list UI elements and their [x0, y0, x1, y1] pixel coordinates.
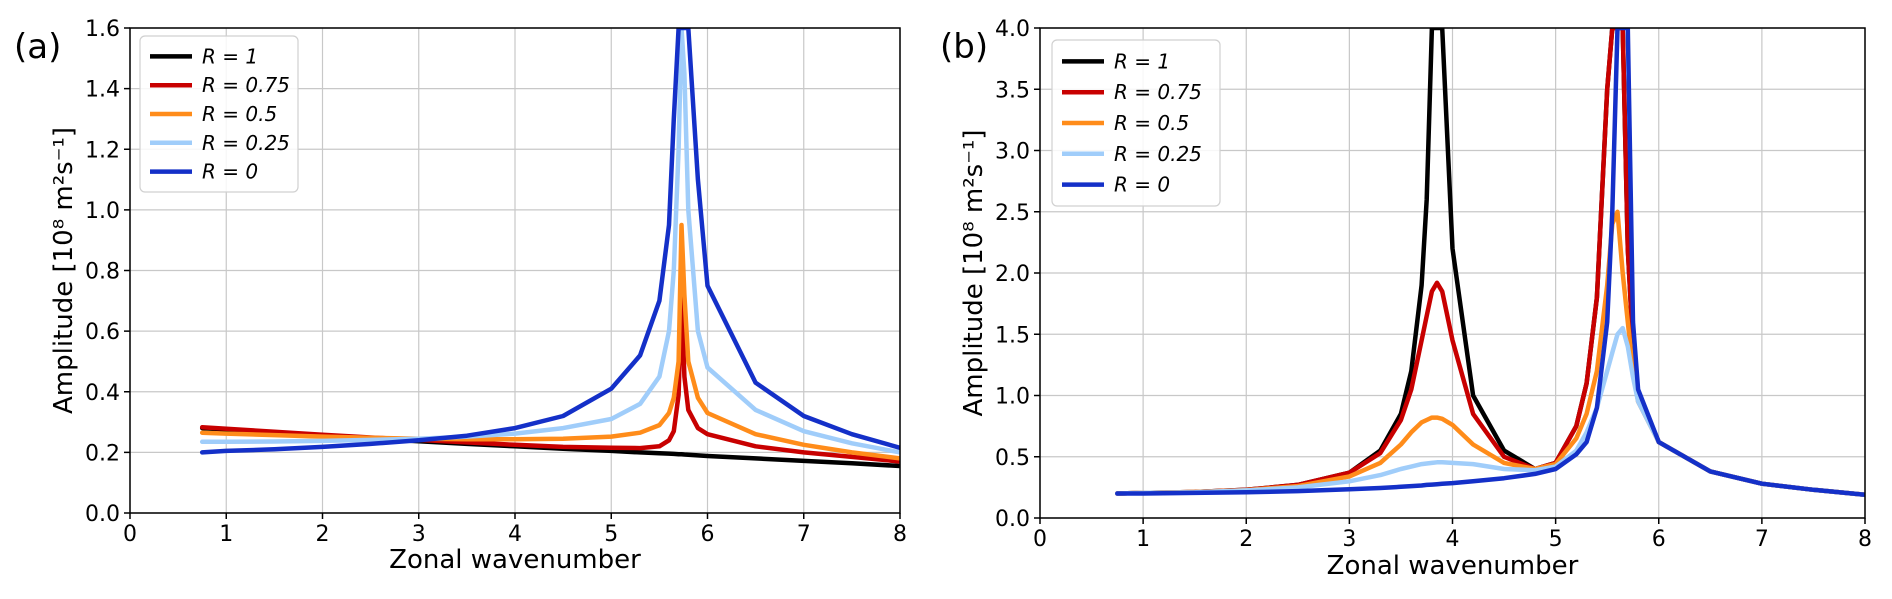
series-lines	[1115, 28, 1865, 497]
x-tick-label: 8	[1858, 527, 1872, 552]
legend-box	[139, 35, 299, 193]
y-tick-label: 0.8	[85, 260, 120, 285]
y-tick-label: 1.2	[85, 138, 120, 163]
series-line-4	[1115, 28, 1865, 497]
legend-entry: R = 0.75	[202, 73, 290, 97]
x-tick-label: 5	[1549, 527, 1563, 552]
y-tick-label: 0.4	[85, 381, 120, 406]
y-tick-label: 1.0	[85, 199, 120, 224]
y-tick-label: 3.5	[995, 78, 1030, 103]
legend-entry: R = 0.25	[1114, 142, 1202, 166]
y-tick-label: 1.0	[995, 385, 1030, 410]
legend: R = 1 R = 0.75 R = 0.5 R = 0.25 R = 0	[139, 35, 299, 193]
x-tick-label: 7	[797, 522, 811, 547]
x-tick-label: 0	[1033, 527, 1047, 552]
legend-box	[1051, 39, 1221, 207]
x-axis-label: Zonal wavenumber	[389, 545, 641, 575]
series-line-3	[1115, 325, 1865, 497]
y-tick-label: 0.0	[995, 507, 1030, 532]
panel-a: 0 1 2 3 4 5 6 7 8 0.0 0.2 0.4 0.6 0.8 1.0 1.2 1.4 1.6 Zona…	[14, 17, 907, 575]
x-axis-label: Zonal wavenumber	[1327, 551, 1579, 581]
y-tick-label: 0.0	[85, 502, 120, 527]
legend-entry: R = 0.5	[202, 102, 277, 126]
x-tick-label: 5	[604, 522, 618, 547]
legend-entry: R = 0.5	[1114, 111, 1189, 135]
panel-b: 0 1 2 3 4 5 6 7 8 0.0 0.5 1.0 1.5 2.0 2.5 3.0 3.5 4.0 Zona…	[940, 17, 1872, 581]
series-line-2	[199, 222, 900, 461]
y-tick-label: 1.4	[85, 78, 120, 103]
legend-entry: R = 0	[202, 160, 258, 184]
y-tick-label: 0.2	[85, 441, 120, 466]
y-tick-label: 3.0	[995, 140, 1030, 165]
x-tick-label: 6	[701, 522, 715, 547]
series-line-3	[199, 28, 900, 455]
legend-entry: R = 1	[202, 44, 258, 68]
x-tick-label: 8	[893, 522, 907, 547]
y-tick-label: 0.6	[85, 320, 120, 345]
series-line-4	[199, 28, 900, 455]
legend-entry: R = 1	[1114, 49, 1170, 73]
legend-entry: R = 0	[1114, 173, 1170, 197]
legend-entry: R = 0.75	[1114, 80, 1202, 104]
y-axis-label: Amplitude [10⁸ m²s⁻¹]	[49, 127, 79, 414]
x-tick-label: 1	[1136, 527, 1150, 552]
y-tick-label: 1.6	[85, 17, 120, 42]
y-tick-label: 4.0	[995, 17, 1030, 42]
x-tick-label: 6	[1652, 527, 1666, 552]
y-tick-label: 2.5	[995, 201, 1030, 226]
y-tick-label: 2.0	[995, 262, 1030, 287]
x-tick-label: 3	[1342, 527, 1356, 552]
panel-label: (a)	[14, 27, 61, 67]
x-tick-label: 3	[412, 522, 426, 547]
y-tick-label: 1.5	[995, 323, 1030, 348]
y-axis-label: Amplitude [10⁸ m²s⁻¹]	[959, 129, 989, 416]
panel-label: (b)	[940, 27, 988, 67]
series-line-0	[1115, 28, 1865, 497]
x-tick-label: 7	[1755, 527, 1769, 552]
x-tick-label: 2	[316, 522, 330, 547]
y-tick-label: 0.5	[995, 446, 1030, 471]
series-lines	[199, 28, 900, 469]
x-tick-label: 4	[1446, 527, 1460, 552]
x-tick-label: 4	[508, 522, 522, 547]
series-line-2	[1115, 209, 1865, 497]
legend-entry: R = 0.25	[202, 131, 290, 155]
x-tick-label: 1	[219, 522, 233, 547]
x-tick-label: 2	[1239, 527, 1253, 552]
legend: R = 1 R = 0.75 R = 0.5 R = 0.25 R = 0	[1051, 39, 1221, 207]
x-tick-label: 0	[123, 522, 137, 547]
